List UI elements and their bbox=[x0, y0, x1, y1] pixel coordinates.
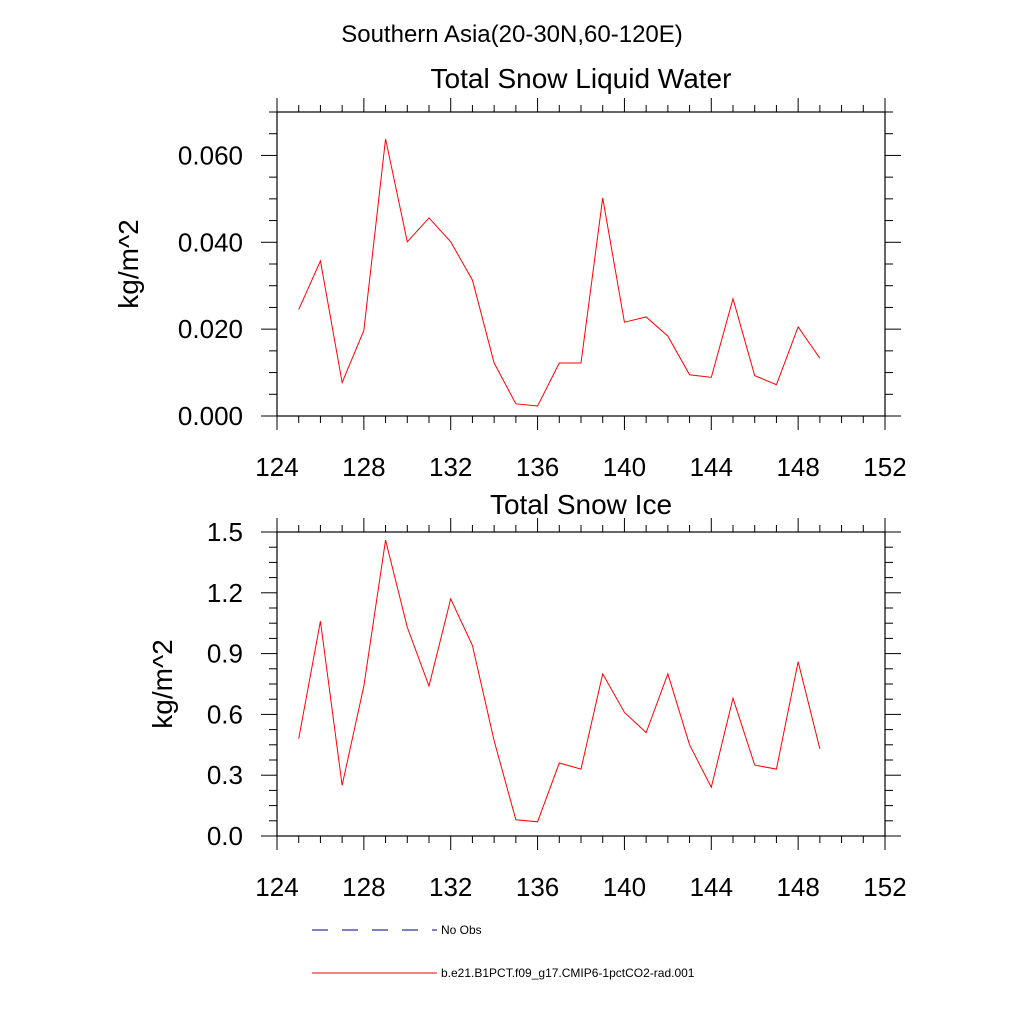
x-tick-label: 140 bbox=[603, 872, 646, 902]
panel-total-snow-ice: Total Snow Ice kg/m^2 124 128 132 136 140 144 14… bbox=[147, 489, 907, 902]
y-tick-label: 0.3 bbox=[207, 760, 243, 790]
x-tick-label: 148 bbox=[776, 452, 819, 482]
y-tick-label: 0.6 bbox=[207, 699, 243, 729]
x-tick-label: 144 bbox=[690, 872, 733, 902]
y-tick-label: 0.9 bbox=[207, 639, 243, 669]
x-tick-label: 132 bbox=[429, 452, 472, 482]
legend-label: b.e21.B1PCT.f09_g17.CMIP6-1pctCO2-rad.00… bbox=[441, 966, 695, 980]
series-line bbox=[298, 539, 821, 823]
x-tick-label: 128 bbox=[342, 452, 385, 482]
y-tick-label: 0.060 bbox=[178, 140, 243, 170]
panel-total-snow-liquid-water: Total Snow Liquid Water kg/m^2 124 128 132 13… bbox=[113, 63, 907, 482]
x-tick-label: 152 bbox=[863, 452, 906, 482]
x-tick-label: 124 bbox=[255, 452, 298, 482]
x-tick-label: 136 bbox=[516, 452, 559, 482]
x-tick-label: 152 bbox=[863, 872, 906, 902]
x-tick-label: 128 bbox=[342, 872, 385, 902]
series-line bbox=[298, 138, 821, 407]
y-axis-label: kg/m^2 bbox=[147, 639, 178, 728]
legend: No Obs b.e21.B1PCT.f09_g17.CMIP6-1pctCO2-… bbox=[312, 923, 695, 980]
panel-title: Total Snow Liquid Water bbox=[431, 63, 732, 94]
legend-label: No Obs bbox=[441, 923, 482, 937]
x-tick-label: 144 bbox=[690, 452, 733, 482]
panel-title: Total Snow Ice bbox=[490, 489, 672, 520]
figure-suptitle: Southern Asia(20-30N,60-120E) bbox=[341, 21, 683, 48]
y-axis-label: kg/m^2 bbox=[113, 219, 144, 308]
x-tick-label: 124 bbox=[255, 872, 298, 902]
y-tick-label: 1.5 bbox=[207, 517, 243, 547]
x-tick-label: 148 bbox=[776, 872, 819, 902]
x-tick-label: 132 bbox=[429, 872, 472, 902]
y-tick-label: 1.2 bbox=[207, 578, 243, 608]
y-tick-label: 0.040 bbox=[178, 227, 243, 257]
x-tick-label: 140 bbox=[603, 452, 646, 482]
y-tick-label: 0.020 bbox=[178, 314, 243, 344]
y-tick-label: 0.0 bbox=[207, 821, 243, 851]
x-tick-label: 136 bbox=[516, 872, 559, 902]
y-tick-label: 0.000 bbox=[178, 401, 243, 431]
